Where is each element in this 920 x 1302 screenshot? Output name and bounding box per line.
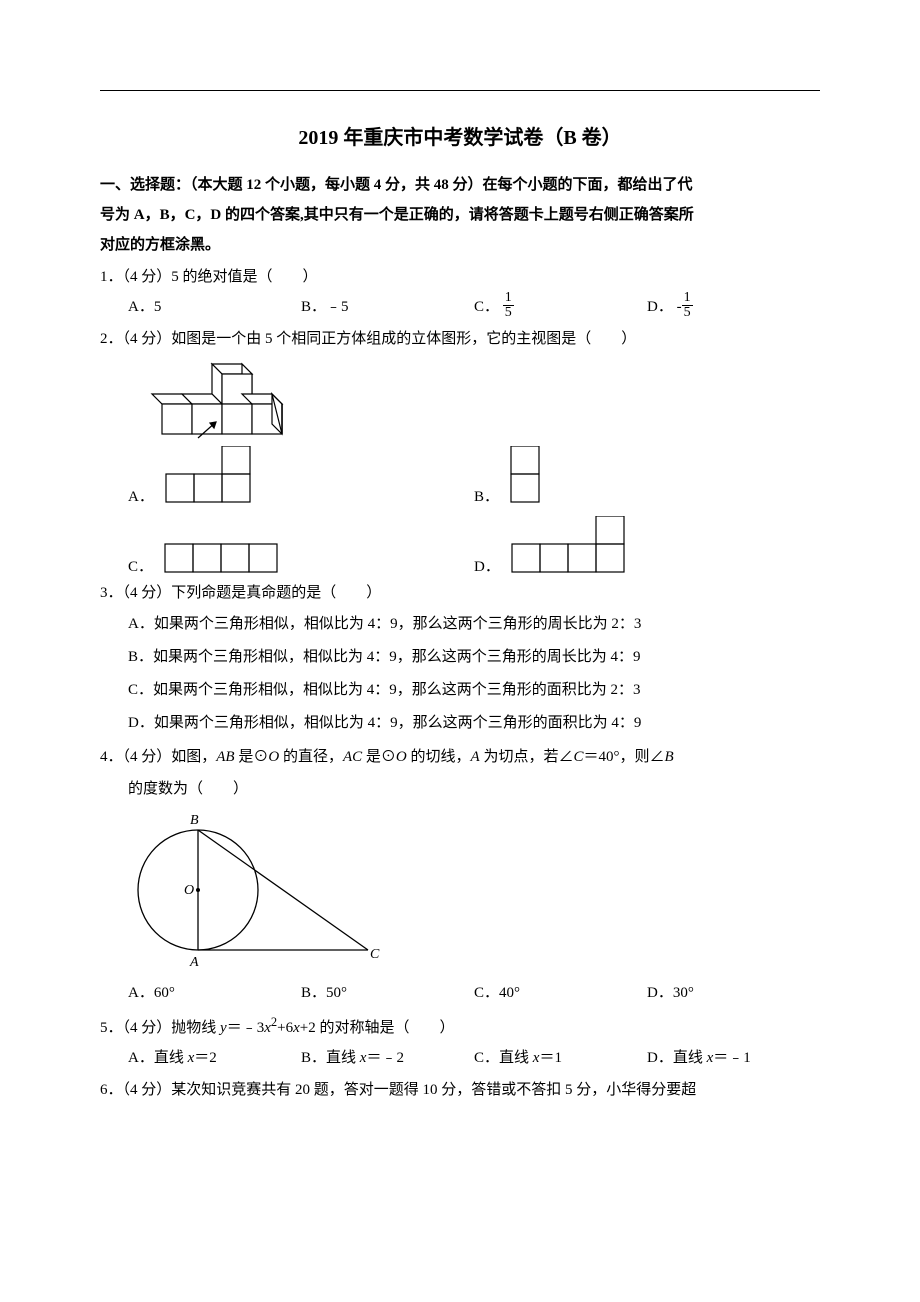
frac-den-2: 5 [682,306,693,320]
q5-p4: +2 的对称轴是（ ） [300,1020,455,1036]
q4-ab: AB [216,749,234,765]
q4-p7: ＝40°，则∠ [583,749,664,765]
q5b2: ＝﹣2 [366,1050,404,1066]
q2-opt-d-figure [508,516,638,576]
q5d2: ＝﹣1 [713,1050,751,1066]
label-A: A [189,955,199,970]
q5-y: y [220,1020,227,1036]
q2-opt-a-label: A． [128,485,154,506]
q1-opt-b: B．﹣5 [301,292,474,322]
q5-opt-d: D．直线 x＝﹣1 [647,1043,820,1073]
fraction-one-fifth: 1 5 [503,291,514,320]
q4-p4: 是⊙ [362,749,396,765]
q4-figure: O B A C [128,810,820,970]
page: 2019 年重庆市中考数学试卷（B 卷） 一、选择题：（本大题 12 个小题，每… [0,0,920,1302]
q4-opt-b: B．50° [301,978,474,1008]
q1-opt-a: A．5 [128,292,301,322]
label-B: B [190,813,199,828]
q5c1: C．直线 [474,1050,533,1066]
q4-opt-d: D．30° [647,978,820,1008]
q5-x2: x [293,1020,300,1036]
q4-stem-line1: 4．（4 分）如图，AB 是⊙O 的直径，AC 是⊙O 的切线，A 为切点，若∠… [100,742,820,772]
q1-opt-c: C． 1 5 [474,292,647,322]
header-rule [100,90,820,91]
q5d1: D．直线 [647,1050,707,1066]
q3-opt-b: B．如果两个三角形相似，相似比为 4：9，那么这两个三角形的周长比为 4：9 [128,641,820,674]
q1-opt-d: D． - 1 5 [647,292,820,322]
q4-a: A [471,749,480,765]
q5c2: ＝1 [539,1050,562,1066]
q2-opt-b-label: B． [474,485,499,506]
q5b1: B．直线 [301,1050,360,1066]
q2-opt-c-figure [161,542,291,576]
circle-tangent-figure: O B A C [128,810,388,970]
q4-p1: 4．（4 分）如图， [100,749,216,765]
q5-x1: x [264,1020,271,1036]
q4-options: A．60° B．50° C．40° D．30° [128,978,820,1008]
q2-opt-b: B． [474,446,820,506]
q4-c: C [573,749,583,765]
q3-opt-c: C．如果两个三角形相似，相似比为 4：9，那么这两个三角形的面积比为 2：3 [128,674,820,707]
q2-opt-a-figure [162,446,262,506]
q3-opt-a: A．如果两个三角形相似，相似比为 4：9，那么这两个三角形的周长比为 2：3 [128,608,820,641]
q5-options: A．直线 x＝2 B．直线 x＝﹣2 C．直线 x＝1 D．直线 x＝﹣1 [128,1043,820,1073]
q6-stem: 6．（4 分）某次知识竞赛共有 20 题，答对一题得 10 分，答错或不答扣 5… [100,1075,820,1105]
q5-opt-b: B．直线 x＝﹣2 [301,1043,474,1073]
q2-opt-d: D． [474,516,820,576]
q1-opt-c-prefix: C． [474,299,499,315]
q3-opt-d: D．如果两个三角形相似，相似比为 4：9，那么这两个三角形的面积比为 4：9 [128,707,820,740]
frac-num-2: 1 [682,291,693,306]
frac-den: 5 [503,306,514,320]
q3-options: A．如果两个三角形相似，相似比为 4：9，那么这两个三角形的周长比为 2：3 B… [128,608,820,740]
q4-o2: O [396,749,407,765]
q4-b: B [664,749,673,765]
q1-stem: 1．（4 分）5 的绝对值是（ ） [100,262,820,292]
q2-stem: 2．（4 分）如图是一个由 5 个相同正方体组成的立体图形，它的主视图是（ ） [100,324,820,354]
q4-stem-line2: 的度数为（ ） [128,774,820,804]
q2-opt-a: A． [128,446,474,506]
q3-stem: 3．（4 分）下列命题是真命题的是（ ） [100,578,820,608]
q4-p6: 为切点，若∠ [480,749,574,765]
exam-title: 2019 年重庆市中考数学试卷（B 卷） [100,121,820,150]
q2-opt-c-label: C． [128,555,153,576]
section-header-2: 号为 A，B，C，D 的四个答案,其中只有一个是正确的，请将答题卡上题号右侧正确… [100,200,820,230]
fraction-neg-one-fifth: 1 5 [682,291,693,320]
q4-p2: 是⊙ [235,749,269,765]
q5-p1: 5．（4 分）抛物线 [100,1020,220,1036]
q1-opt-d-prefix: D． [647,299,673,315]
q5-p3: +6 [277,1020,293,1036]
q5a2: ＝2 [194,1050,217,1066]
q2-opts-row2: C． D． [128,516,820,576]
q4-ac: AC [343,749,362,765]
q2-main-figure [128,360,820,440]
q5-p2: ＝﹣3 [227,1020,265,1036]
q5-stem: 5．（4 分）抛物线 y＝﹣3x2+6x+2 的对称轴是（ ） [100,1010,820,1043]
q2-opt-c: C． [128,542,474,576]
q1-options: A．5 B．﹣5 C． 1 5 D． - 1 5 [128,292,820,322]
q5a1: A．直线 [128,1050,188,1066]
q4-o1: O [268,749,279,765]
section-header-3: 对应的方框涂黑。 [100,230,820,260]
cubes-3d-icon [128,360,298,440]
q4-opt-a: A．60° [128,978,301,1008]
q4-opt-c: C．40° [474,978,647,1008]
q2-opts-row1: A． B． [128,446,820,506]
frac-num: 1 [503,291,514,306]
q2-opt-b-figure [507,446,567,506]
q2-opt-d-label: D． [474,555,500,576]
q5-opt-c: C．直线 x＝1 [474,1043,647,1073]
section-header-1: 一、选择题：（本大题 12 个小题，每小题 4 分，共 48 分）在每个小题的下… [100,170,820,200]
q5-opt-a: A．直线 x＝2 [128,1043,301,1073]
label-O: O [184,883,194,898]
label-C: C [370,947,380,962]
q4-p3: 的直径， [279,749,343,765]
q4-p5: 的切线， [407,749,471,765]
